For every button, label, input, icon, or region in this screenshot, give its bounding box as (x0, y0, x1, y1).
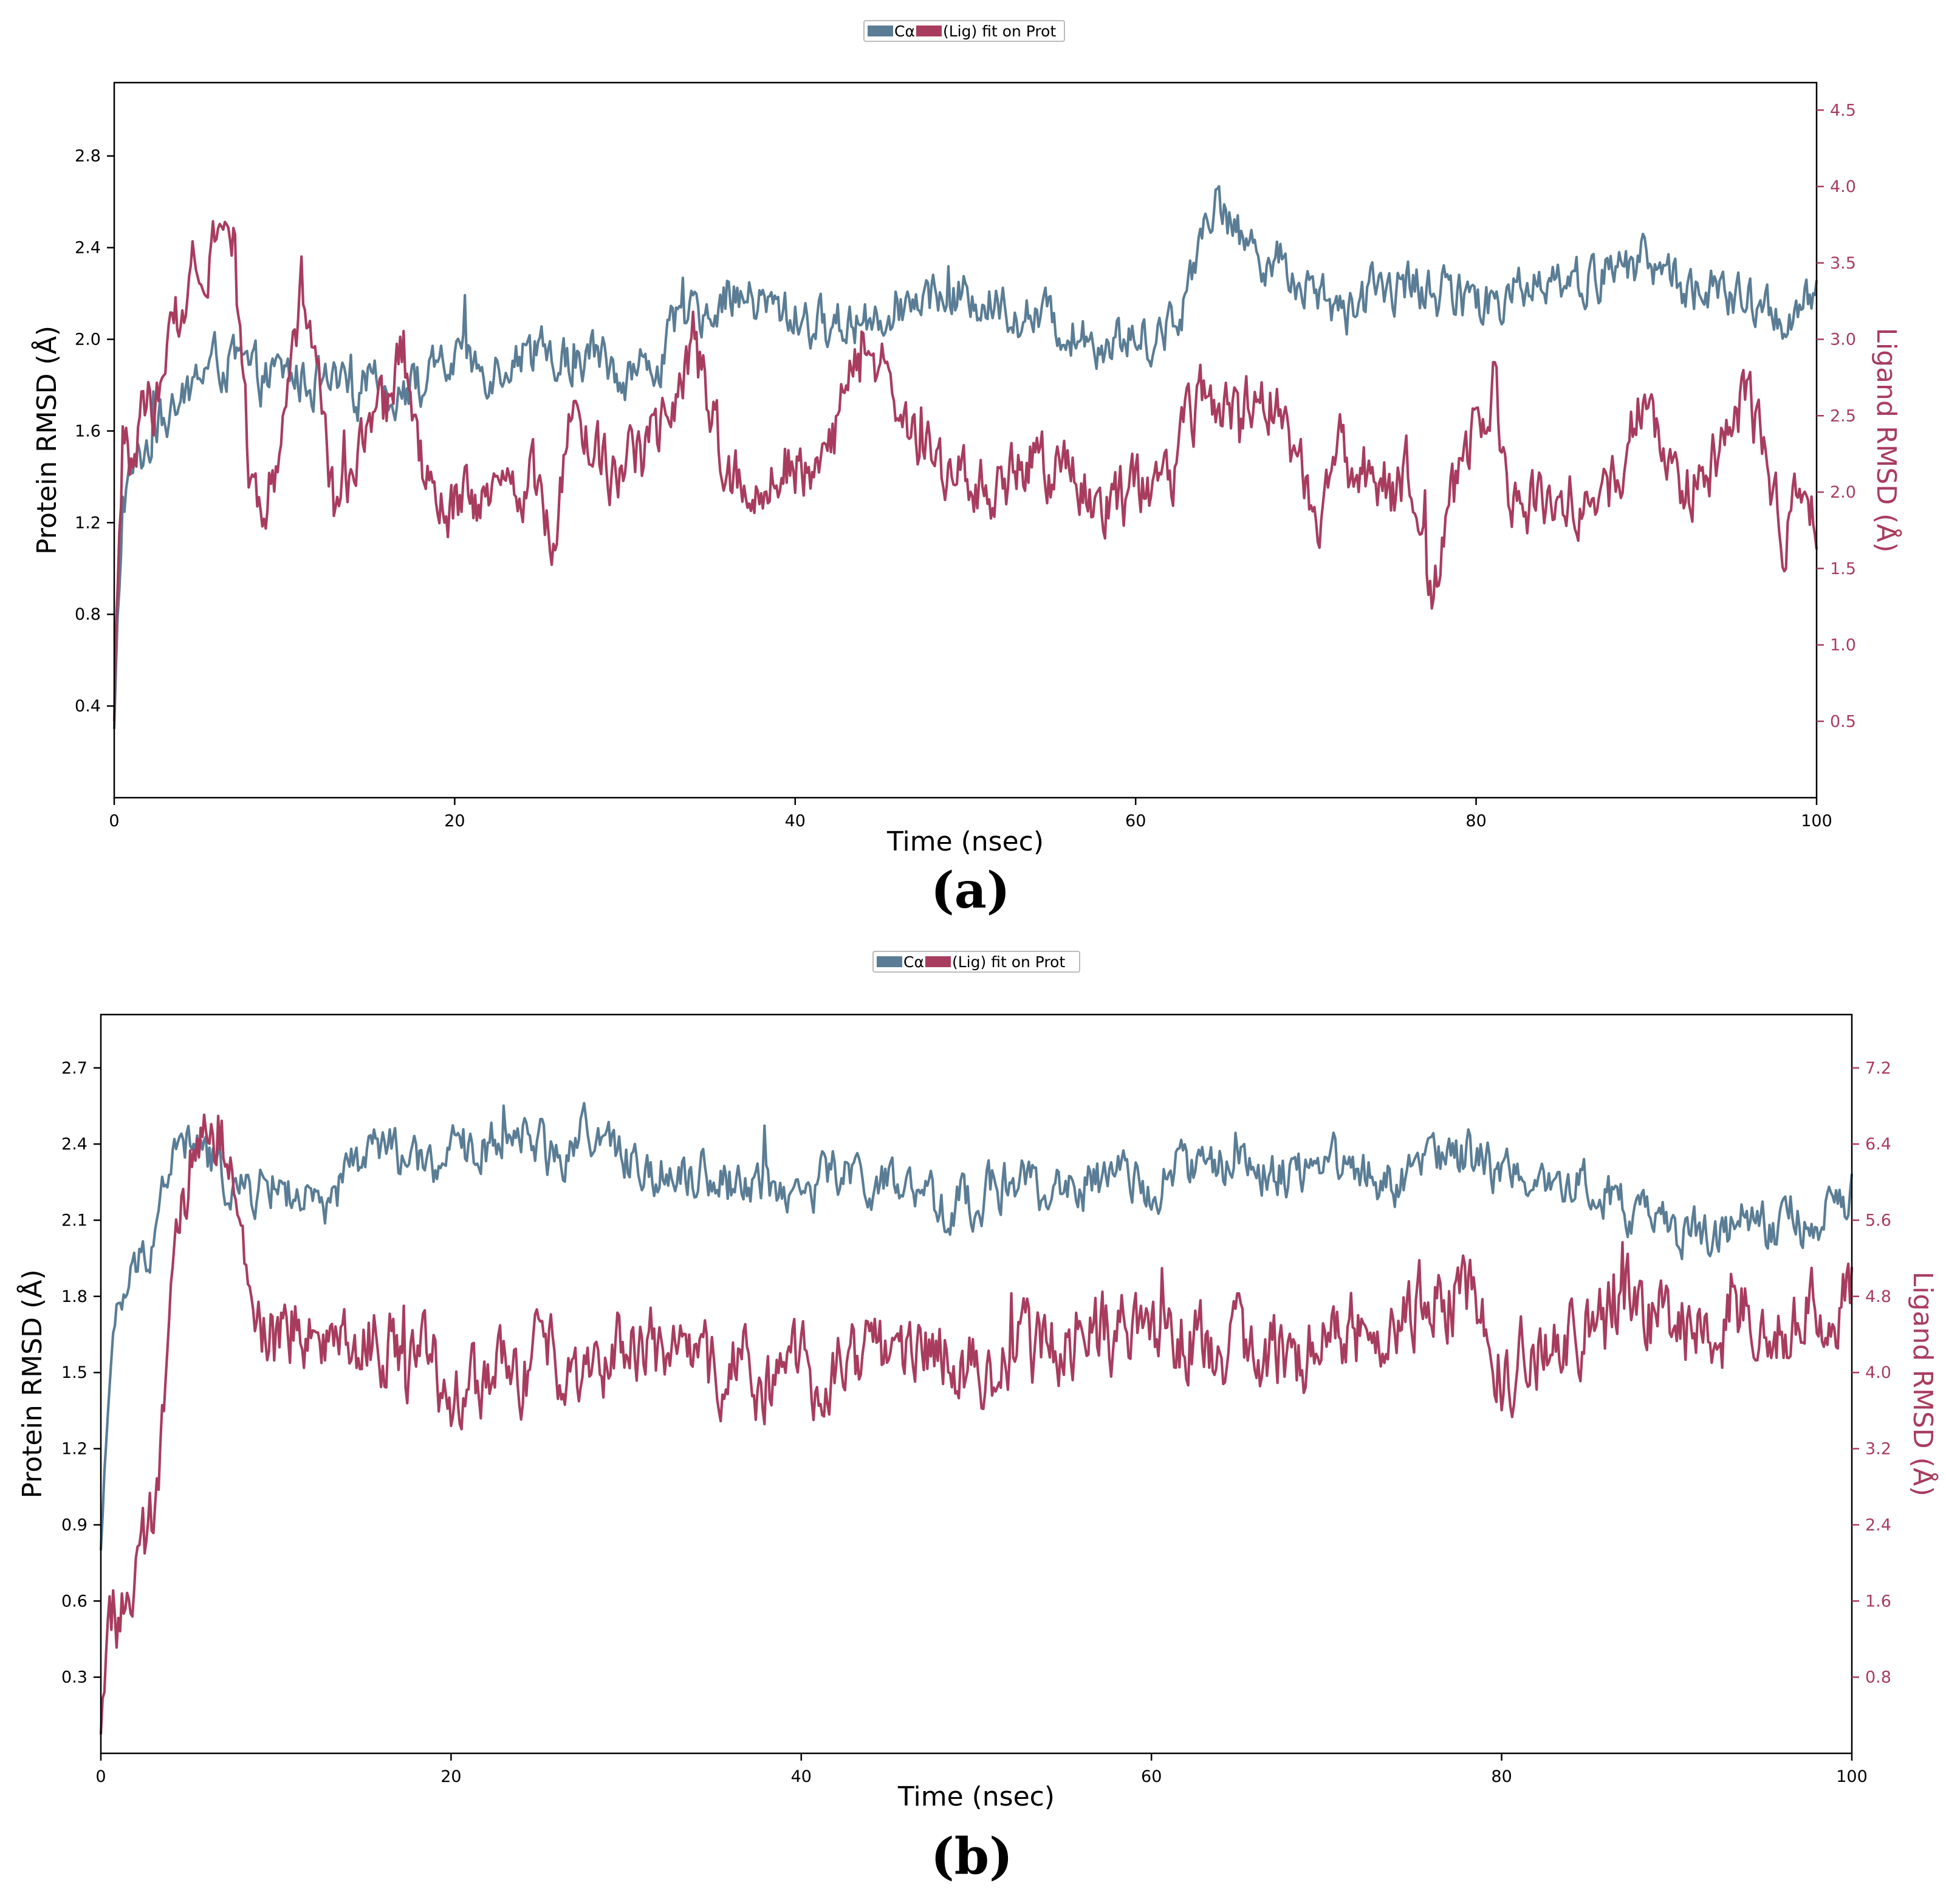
panel-label-a: (a) (931, 861, 1010, 920)
y2-tick-label: 1.5 (1830, 560, 1856, 578)
y-tick-label: 0.3 (61, 1668, 87, 1687)
y-tick-label: 2.0 (75, 330, 101, 349)
y2-tick-label: 2.4 (1865, 1516, 1891, 1535)
series-line-protein (99, 1101, 1854, 1550)
y-tick-label: 0.4 (75, 697, 101, 716)
legend-label-protein: Cα (894, 22, 915, 40)
y-axis-label: Protein RMSD (Å) (16, 1270, 48, 1499)
x-tick-label: 80 (1465, 812, 1486, 830)
x-axis-label: Time (nsec) (897, 1781, 1055, 1812)
x-tick-label: 100 (1836, 1767, 1868, 1786)
y-tick-label: 1.2 (75, 513, 101, 532)
y-tick-label: 1.2 (61, 1440, 87, 1459)
x-tick-label: 40 (785, 812, 806, 830)
y2-tick-label: 1.0 (1830, 636, 1856, 655)
y2-tick-label: 4.0 (1865, 1363, 1891, 1382)
panel-label-b: (b) (931, 1827, 1013, 1886)
y2-tick-label: 0.5 (1830, 712, 1856, 731)
y-tick-label: 2.1 (61, 1211, 87, 1230)
legend: Cα (Lig) fit on Prot (863, 20, 1065, 42)
y2-axis-label: Ligand RMSD (Å) (1871, 327, 1903, 552)
y2-tick-label: 6.4 (1865, 1135, 1891, 1154)
legend-swatch-ligand (916, 26, 942, 36)
series-line-ligand (99, 1113, 1854, 1734)
x-tick-label: 80 (1491, 1767, 1512, 1786)
y2-tick-label: 3.5 (1830, 254, 1856, 273)
plot-frame (100, 1013, 1853, 1755)
x-tick-label: 20 (444, 812, 465, 830)
y-tick-label: 1.8 (61, 1287, 87, 1306)
y2-tick-label: 5.6 (1865, 1211, 1891, 1230)
y2-tick-label: 2.5 (1830, 406, 1856, 425)
y-tick-label: 0.8 (75, 605, 101, 624)
series-line-protein (112, 185, 1818, 729)
x-tick-label: 60 (1141, 1767, 1162, 1786)
y-tick-label: 2.7 (61, 1059, 87, 1078)
legend-label-ligand: (Lig) fit on Prot (943, 22, 1056, 40)
legend-swatch-protein (868, 26, 893, 36)
y2-tick-label: 4.0 (1830, 177, 1856, 196)
legend-swatch-ligand (925, 956, 951, 967)
y2-axis-label: Ligand RMSD (Å) (1907, 1272, 1939, 1496)
legend-box (872, 951, 1080, 973)
series-line-ligand (112, 220, 1818, 722)
chart-a: 0 20 40 60 80 100 0.4 0.8 1.2 1.6 2.0 2.4 2.8 0.5 1.0 1… (30, 20, 1903, 857)
x-tick-label: 0 (109, 812, 119, 830)
x-tick-label: 100 (1801, 812, 1832, 830)
y-axis-label: Protein RMSD (Å) (30, 326, 63, 555)
y-tick-label: 2.4 (61, 1135, 87, 1154)
x-tick-label: 20 (440, 1767, 461, 1786)
legend-swatch-protein (877, 956, 902, 967)
chart-b: 0 20 40 60 80 100 0.3 0.6 0.9 1.2 1.5 1.8 2.1 2.4 2.7 0… (16, 951, 1939, 1812)
y2-tick-label: 0.8 (1865, 1668, 1891, 1687)
y-tick-label: 2.4 (75, 239, 101, 258)
legend-label-protein: Cα (903, 953, 924, 971)
y2-tick-label: 7.2 (1865, 1059, 1891, 1078)
y-tick-label: 0.6 (61, 1592, 87, 1611)
legend: Cα (Lig) fit on Prot (872, 951, 1080, 973)
y-tick-label: 0.9 (61, 1516, 87, 1535)
x-tick-label: 60 (1125, 812, 1146, 830)
y-tick-label: 2.8 (75, 147, 101, 166)
y2-tick-label: 3.2 (1865, 1440, 1891, 1459)
x-tick-label: 40 (791, 1767, 812, 1786)
plot-frame (113, 81, 1818, 799)
y2-tick-label: 1.6 (1865, 1592, 1891, 1611)
legend-box (863, 20, 1065, 42)
x-tick-label: 0 (95, 1767, 106, 1786)
y2-tick-label: 3.0 (1830, 330, 1856, 349)
y-tick-label: 1.5 (61, 1363, 87, 1382)
y2-tick-label: 4.5 (1830, 101, 1856, 120)
y-tick-label: 1.6 (75, 422, 101, 440)
x-axis-label: Time (nsec) (886, 826, 1044, 857)
y2-tick-label: 2.0 (1830, 483, 1856, 502)
y2-tick-label: 4.8 (1865, 1287, 1891, 1306)
legend-label-ligand: (Lig) fit on Prot (952, 953, 1065, 971)
